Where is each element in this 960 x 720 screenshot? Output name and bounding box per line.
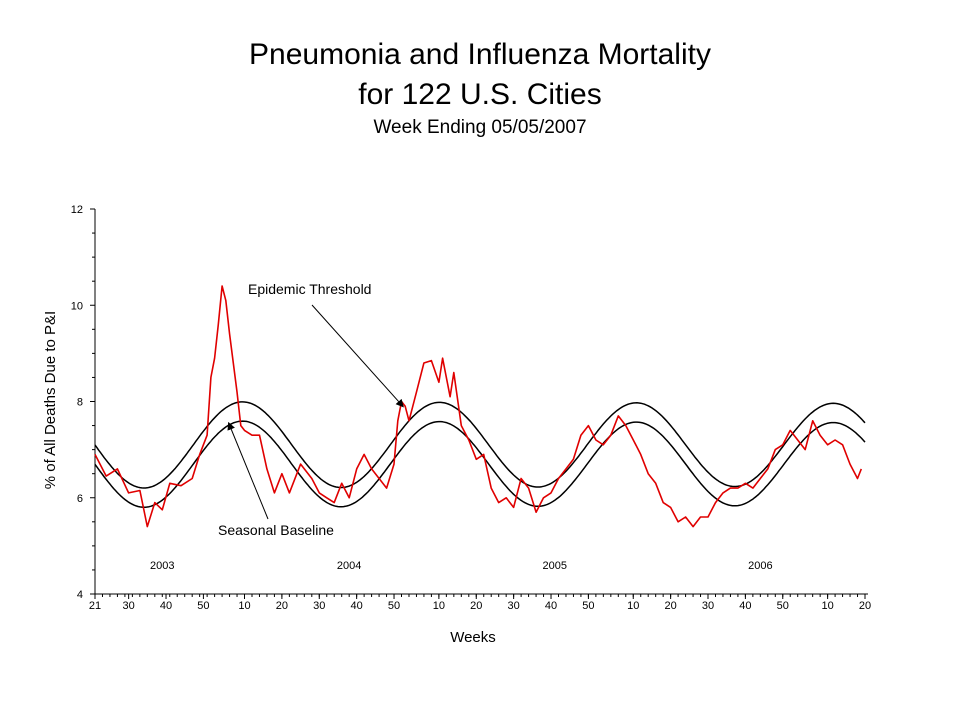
y-tick-label: 6 <box>77 493 83 505</box>
x-tick-label: 50 <box>388 600 400 612</box>
epidemic-threshold-label: Epidemic Threshold <box>248 281 371 297</box>
x-tick-label: 21 <box>89 600 101 612</box>
x-tick-label: 10 <box>238 600 250 612</box>
series-layer <box>94 285 866 528</box>
year-label: 2006 <box>748 560 772 572</box>
x-tick-label: 50 <box>197 600 209 612</box>
x-tick-label: 30 <box>508 600 520 612</box>
chart-title-line1: Pneumonia and Influenza Mortality <box>249 38 711 71</box>
chart-title-line2: for 122 U.S. Cities <box>358 78 602 111</box>
x-tick-label: 20 <box>859 600 871 612</box>
labels-layer <box>227 304 404 520</box>
y-tick-label: 10 <box>71 300 83 312</box>
x-tick-label: 20 <box>276 600 288 612</box>
year-label: 2004 <box>337 560 361 572</box>
x-tick-label: 30 <box>313 600 325 612</box>
x-tick-label: 40 <box>160 600 172 612</box>
x-tick-label: 40 <box>545 600 557 612</box>
y-axis-title: % of All Deaths Due to P&I <box>42 311 59 489</box>
seasonal-baseline-label: Seasonal Baseline <box>218 522 334 538</box>
seasonal-baseline-arrow <box>227 421 269 520</box>
chart-subtitle: Week Ending 05/05/2007 <box>373 117 587 138</box>
epidemic-threshold-arrow <box>311 304 404 408</box>
x-tick-label: 50 <box>777 600 789 612</box>
x-tick-label: 20 <box>665 600 677 612</box>
series-line-p-i-mortality <box>94 285 863 528</box>
y-tick-label: 4 <box>77 589 83 601</box>
x-tick-label: 40 <box>351 600 363 612</box>
x-tick-label: 10 <box>627 600 639 612</box>
year-label: 2005 <box>543 560 567 572</box>
x-tick-label: 50 <box>582 600 594 612</box>
series-line-seasonal-baseline <box>94 420 866 509</box>
y-tick-label: 12 <box>71 204 83 216</box>
year-label: 2003 <box>150 560 174 572</box>
x-tick-label: 10 <box>821 600 833 612</box>
y-tick-label: 8 <box>77 397 83 409</box>
x-tick-label: 20 <box>470 600 482 612</box>
x-axis-title: Weeks <box>450 629 496 646</box>
x-tick-label: 30 <box>702 600 714 612</box>
x-tick-label: 30 <box>123 600 135 612</box>
x-tick-label: 10 <box>433 600 445 612</box>
x-tick-label: 40 <box>739 600 751 612</box>
axes: 4 6 8 10 12 21 30 40 50 10 20 30 40 50 10 20 30 40 50 10 20 3… <box>71 204 871 612</box>
series-line-epidemic-threshold <box>94 401 866 489</box>
